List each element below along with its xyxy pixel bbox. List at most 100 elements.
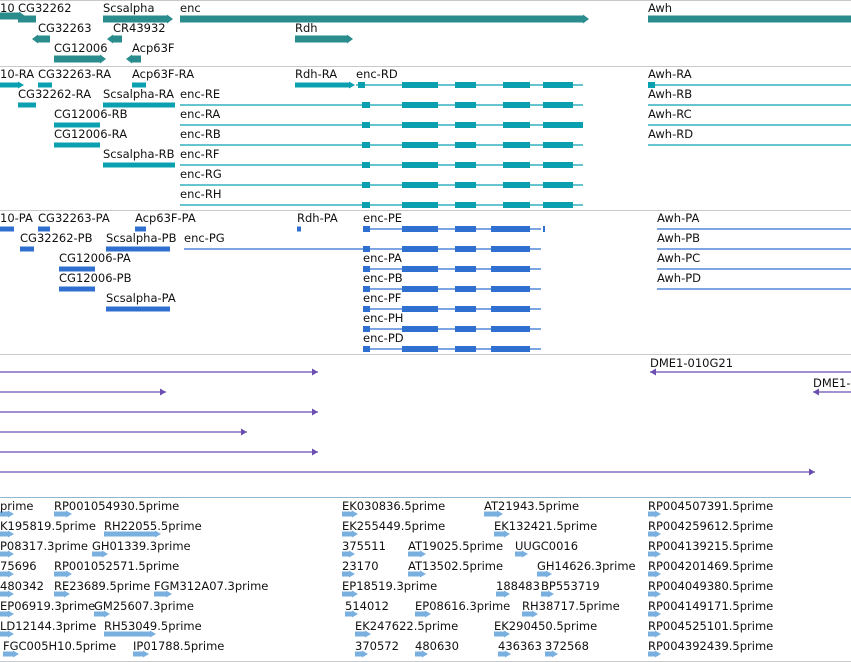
feature-label[interactable]: 480342	[0, 579, 44, 593]
feature-block[interactable]	[54, 55, 100, 63]
feature-block[interactable]	[132, 55, 141, 63]
exon-block[interactable]	[455, 182, 476, 188]
feature-label[interactable]: enc-PG	[184, 231, 225, 245]
feature-block[interactable]	[648, 531, 655, 537]
feature-block[interactable]	[54, 142, 100, 148]
feature-block[interactable]	[0, 511, 8, 517]
feature-436363[interactable]	[498, 650, 511, 658]
feature-block[interactable]	[104, 631, 150, 637]
feature-scsalpha-pa[interactable]	[106, 306, 170, 312]
feature-acp63f-ra[interactable]	[132, 82, 146, 88]
feature-block[interactable]	[0, 591, 8, 597]
exon-block[interactable]	[543, 182, 573, 188]
feature-label[interactable]: 375511	[342, 539, 386, 553]
feature-block[interactable]	[103, 162, 175, 168]
feature-cg32263-ra[interactable]	[38, 82, 52, 88]
feature-block[interactable]	[408, 571, 420, 577]
exon-block[interactable]	[402, 266, 438, 272]
feature-enc-pa[interactable]	[363, 266, 541, 272]
feature-dme1[interactable]	[813, 388, 851, 396]
feature-acp63f[interactable]	[126, 54, 141, 64]
feature-label[interactable]: AT13502.5prime	[408, 559, 504, 573]
feature-label[interactable]: CG32263	[38, 21, 92, 35]
feature-label[interactable]: EK132421.5prime	[494, 519, 598, 533]
feature-rp004507391-5prime[interactable]	[648, 510, 661, 518]
feature-enc-pb[interactable]	[363, 286, 541, 292]
exon-block[interactable]	[363, 226, 370, 232]
feature-block[interactable]	[648, 511, 655, 517]
feature-label[interactable]: RP001052571.5prime	[54, 559, 180, 573]
feature-scsalpha-ra[interactable]	[103, 102, 175, 108]
feature-514012[interactable]	[345, 610, 358, 618]
feature-label[interactable]: enc-PD	[363, 331, 404, 345]
feature-block[interactable]	[545, 651, 552, 657]
feature-block[interactable]	[0, 611, 8, 617]
feature-enc-pe[interactable]	[363, 226, 545, 232]
exon-block[interactable]	[362, 162, 370, 168]
feature-block[interactable]	[59, 266, 95, 272]
feature-label[interactable]: Awh-RB	[648, 87, 693, 101]
feature-480630[interactable]	[415, 650, 428, 658]
feature-block[interactable]	[496, 591, 504, 597]
exon-block[interactable]	[455, 142, 476, 148]
feature-block[interactable]	[0, 226, 14, 232]
exon-block[interactable]	[503, 162, 530, 168]
feature-at19025-5prime[interactable]	[408, 550, 426, 558]
feature-block[interactable]	[355, 631, 365, 637]
feature-block[interactable]	[0, 631, 8, 637]
feature-label[interactable]: CG12006	[54, 41, 108, 55]
feature-label[interactable]: Awh-PD	[657, 271, 702, 285]
feature-block[interactable]	[38, 35, 50, 43]
feature-block[interactable]	[113, 35, 122, 43]
exon-block[interactable]	[455, 266, 476, 272]
feature-ek247622-5prime[interactable]	[355, 630, 371, 638]
feature-label[interactable]: 10-PA	[0, 211, 33, 225]
exon-block[interactable]	[503, 82, 530, 88]
exon-block[interactable]	[402, 226, 438, 232]
feature-label[interactable]: 436363	[498, 639, 542, 653]
feature-label[interactable]: 514012	[345, 599, 389, 613]
feature-rp001054930-5prime[interactable]	[54, 510, 72, 518]
feature-block[interactable]	[522, 611, 532, 617]
feature-rdh-pa[interactable]	[297, 226, 301, 232]
feature-ek030836-5prime[interactable]	[342, 510, 358, 518]
feature-label[interactable]: Awh-PC	[657, 251, 701, 265]
feature-block[interactable]	[54, 591, 64, 597]
feature-label[interactable]: AT21943.5prime	[484, 499, 580, 513]
feature-label[interactable]: enc-PF	[363, 291, 402, 305]
exon-block[interactable]	[363, 246, 370, 252]
feature-cg12006[interactable]	[54, 54, 106, 64]
feature-label[interactable]: CG32262-PB	[20, 231, 93, 245]
feature-label[interactable]: P08317.3prime	[0, 539, 88, 553]
exon-block[interactable]	[402, 286, 438, 292]
exon-block[interactable]	[402, 246, 438, 252]
exon-block[interactable]	[455, 162, 476, 168]
feature-enc[interactable]	[180, 14, 589, 24]
feature-375511[interactable]	[342, 550, 355, 558]
exon-block[interactable]	[503, 122, 530, 128]
exon-block[interactable]	[491, 326, 530, 332]
exon-block[interactable]	[402, 82, 438, 88]
feature-label[interactable]: CG12006-PB	[59, 271, 132, 285]
feature-block[interactable]	[54, 571, 66, 577]
feature-rh53049-5prime[interactable]	[104, 630, 156, 638]
feature-scsalpha[interactable]	[103, 14, 173, 24]
feature-rp004392439-5prime[interactable]	[648, 650, 661, 658]
feature-enc-ra[interactable]	[180, 122, 583, 128]
feature-label[interactable]: enc-PE	[363, 211, 403, 225]
feature-10-pa[interactable]	[0, 226, 14, 232]
feature-rp004149171-5prime[interactable]	[648, 610, 661, 618]
exon-block[interactable]	[491, 226, 530, 232]
feature-enc-pf[interactable]	[363, 306, 541, 312]
exon-block[interactable]	[543, 142, 573, 148]
feature-clones-5[interactable]	[0, 428, 247, 436]
feature-uugc0016[interactable]	[515, 550, 528, 558]
feature-rh38717-5prime[interactable]	[522, 610, 538, 618]
feature-block[interactable]	[648, 571, 655, 577]
feature-ep06919-3prime[interactable]	[0, 610, 14, 618]
feature-clones-0[interactable]	[0, 368, 318, 376]
feature-clones-2[interactable]	[0, 388, 166, 396]
feature-enc-pd[interactable]	[363, 346, 541, 352]
feature-label[interactable]: EK247622.5prime	[355, 619, 459, 633]
feature-ek290450-5prime[interactable]	[494, 630, 510, 638]
